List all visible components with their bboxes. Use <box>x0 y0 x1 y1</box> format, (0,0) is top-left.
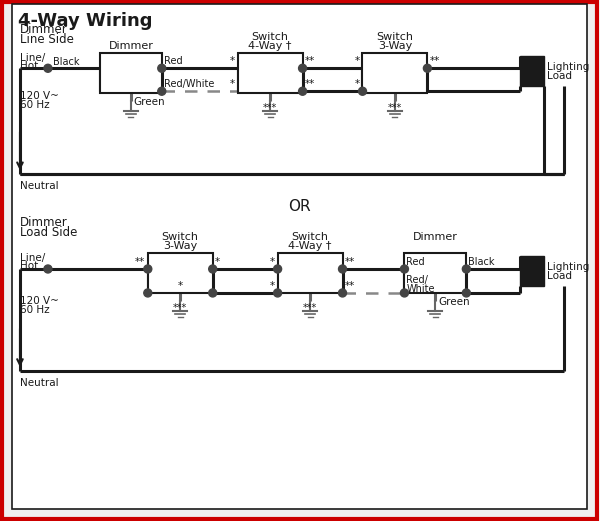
Text: Red: Red <box>164 56 182 66</box>
Circle shape <box>144 265 152 273</box>
Text: *: * <box>230 79 235 89</box>
Text: Dimmer: Dimmer <box>20 216 68 229</box>
Text: White: White <box>406 284 435 294</box>
Bar <box>520 256 544 286</box>
Text: Dimmer: Dimmer <box>413 232 458 242</box>
Bar <box>520 56 544 86</box>
Text: Lighting: Lighting <box>547 262 590 272</box>
Text: 3-Way: 3-Way <box>163 241 197 251</box>
Text: Load Side: Load Side <box>20 226 77 239</box>
Text: **: ** <box>305 56 315 66</box>
Text: Switch: Switch <box>162 232 199 242</box>
Circle shape <box>463 289 470 297</box>
Circle shape <box>44 265 52 273</box>
Text: Red/White: Red/White <box>164 79 214 89</box>
Text: Switch: Switch <box>251 32 289 42</box>
Text: **: ** <box>344 281 355 291</box>
Circle shape <box>338 265 347 273</box>
Circle shape <box>359 87 367 95</box>
Circle shape <box>338 289 347 297</box>
Circle shape <box>274 289 281 297</box>
Text: Neutral: Neutral <box>20 181 59 191</box>
Text: 4-Way Wiring: 4-Way Wiring <box>18 13 152 30</box>
Text: Green: Green <box>439 297 470 307</box>
Text: Load: Load <box>547 71 572 81</box>
Circle shape <box>463 265 470 273</box>
Text: Hot: Hot <box>20 261 38 271</box>
Bar <box>100 53 162 93</box>
Text: *: * <box>215 257 220 267</box>
Text: Black: Black <box>53 57 79 67</box>
Text: Dimmer: Dimmer <box>109 41 153 51</box>
Circle shape <box>158 64 166 72</box>
Text: *: * <box>230 56 235 66</box>
Text: Red/: Red/ <box>406 275 428 285</box>
Text: Neutral: Neutral <box>20 378 59 388</box>
Text: ***: *** <box>388 103 402 113</box>
Text: 60 Hz: 60 Hz <box>20 305 50 315</box>
Circle shape <box>158 87 166 95</box>
Text: *: * <box>355 56 359 66</box>
Text: Switch: Switch <box>376 32 413 42</box>
Circle shape <box>209 289 217 297</box>
Text: OR: OR <box>288 199 311 214</box>
Circle shape <box>144 289 152 297</box>
Text: *: * <box>178 281 183 291</box>
Text: *: * <box>269 281 275 291</box>
Text: *: * <box>355 79 359 89</box>
Text: ***: *** <box>173 303 187 313</box>
Text: ***: *** <box>263 103 277 113</box>
Circle shape <box>424 64 431 72</box>
Text: 120 V~: 120 V~ <box>20 91 59 101</box>
Text: *: * <box>269 257 275 267</box>
Circle shape <box>274 265 281 273</box>
Circle shape <box>209 265 217 273</box>
Text: Dimmer: Dimmer <box>20 23 68 36</box>
Bar <box>148 253 213 293</box>
Text: 4-Way †: 4-Way † <box>289 241 332 251</box>
Text: Line Side: Line Side <box>20 33 74 46</box>
Text: Lighting: Lighting <box>547 63 590 72</box>
Text: Hot: Hot <box>20 61 38 71</box>
Circle shape <box>299 87 307 95</box>
Text: 120 V~: 120 V~ <box>20 296 59 306</box>
Circle shape <box>44 64 52 72</box>
Text: Red: Red <box>406 257 425 267</box>
Text: 3-Way: 3-Way <box>378 41 412 51</box>
Text: Green: Green <box>134 97 166 107</box>
Text: **: ** <box>344 257 355 267</box>
Text: **: ** <box>134 257 145 267</box>
Circle shape <box>400 265 409 273</box>
Text: 4-Way †: 4-Way † <box>248 41 292 51</box>
Bar <box>238 53 302 93</box>
Bar <box>362 53 427 93</box>
Circle shape <box>299 64 307 72</box>
Text: ***: *** <box>303 303 317 313</box>
Text: **: ** <box>305 79 315 89</box>
Text: Line/: Line/ <box>20 53 45 63</box>
Text: Switch: Switch <box>292 232 329 242</box>
Text: Load: Load <box>547 271 572 281</box>
Bar <box>404 253 466 293</box>
Text: Black: Black <box>469 257 495 267</box>
Text: Line/: Line/ <box>20 253 45 263</box>
Bar <box>278 253 343 293</box>
Text: 60 Hz: 60 Hz <box>20 100 50 110</box>
Text: **: ** <box>430 56 440 66</box>
Circle shape <box>400 289 409 297</box>
